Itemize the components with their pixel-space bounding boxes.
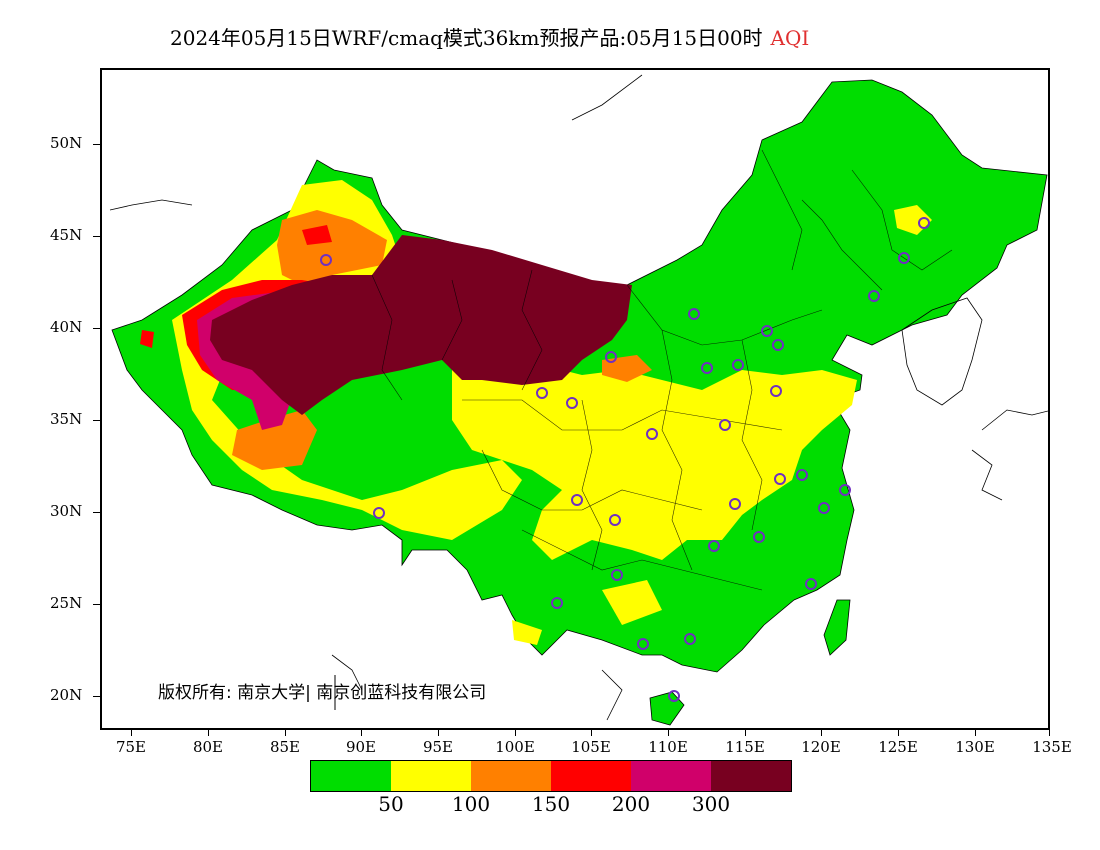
lon-tick [285,730,286,736]
lat-label-20n: 20N [50,686,83,704]
lat-tick [93,604,101,605]
lon-tick [208,730,209,736]
aqi-map-svg [109,74,1048,726]
hazardous-region [210,235,632,415]
legend-label-200: 200 [611,792,651,816]
legend-box-very-unhealthy [631,761,711,791]
lon-tick [131,730,132,736]
legend-box-usg [471,761,551,791]
lon-label-115e: 115E [725,738,765,756]
lat-tick [93,328,101,329]
chart-title: 2024年05月15日WRF/cmaq模式36km预报产品:05月15日00时 A… [170,22,809,51]
lat-label-45n: 45N [50,226,83,244]
lon-label-75e: 75E [115,738,147,756]
lon-tick [1049,730,1050,736]
lon-tick [898,730,899,736]
color-legend [310,760,792,792]
title-text: 2024年05月15日WRF/cmaq模式36km预报产品:05月15日00时 [170,26,763,50]
coastline-vietnam [331,654,623,721]
lat-tick [93,420,101,421]
yellow-region-sw [512,620,542,645]
lon-tick [438,730,439,736]
legend-label-50: 50 [378,792,404,816]
province-boundaries [371,149,953,591]
lon-tick [361,730,362,736]
lon-label-90e: 90E [345,738,377,756]
lat-tick [93,696,101,697]
monitoring-stations [320,217,930,702]
coastline-korea [901,297,983,406]
lon-label-80e: 80E [192,738,224,756]
lon-tick [668,730,669,736]
lat-label-40n: 40N [50,318,83,336]
lon-label-110e: 110E [648,738,688,756]
lat-label-25n: 25N [50,594,83,612]
lat-label-30n: 30N [50,502,83,520]
yellow-region-south [602,580,662,625]
lat-label-35n: 35N [50,410,83,428]
taiwan [823,599,851,656]
lon-label-135e: 135E [1032,738,1072,756]
lon-tick [591,730,592,736]
legend-box-moderate [391,761,471,791]
yellow-region-west [172,180,522,540]
lon-tick [821,730,822,736]
legend-box-unhealthy [551,761,631,791]
coastline-lake [109,74,643,211]
lon-label-125e: 125E [878,738,918,756]
lon-label-130e: 130E [955,738,995,756]
lon-tick [745,730,746,736]
legend-box-good [311,761,391,791]
lat-label-50n: 50N [50,134,83,152]
forecast-map [100,68,1050,730]
lon-label-85e: 85E [269,738,301,756]
lat-tick [93,236,101,237]
legend-label-150: 150 [531,792,571,816]
orange-region [232,210,652,470]
variable-label: AQI [770,26,810,50]
lon-tick [515,730,516,736]
legend-box-hazardous [711,761,791,791]
coastline-japan [971,409,1048,501]
lon-label-100e: 100E [495,738,535,756]
lon-label-105e: 105E [571,738,611,756]
legend-label-100: 100 [451,792,491,816]
lon-label-120e: 120E [801,738,841,756]
lon-label-95e: 95E [422,738,454,756]
copyright-text: 版权所有: 南京大学| 南京创蓝科技有限公司 [158,683,487,703]
legend-label-300: 300 [691,792,731,816]
lon-tick [975,730,976,736]
lat-tick [93,144,101,145]
lat-tick [93,512,101,513]
